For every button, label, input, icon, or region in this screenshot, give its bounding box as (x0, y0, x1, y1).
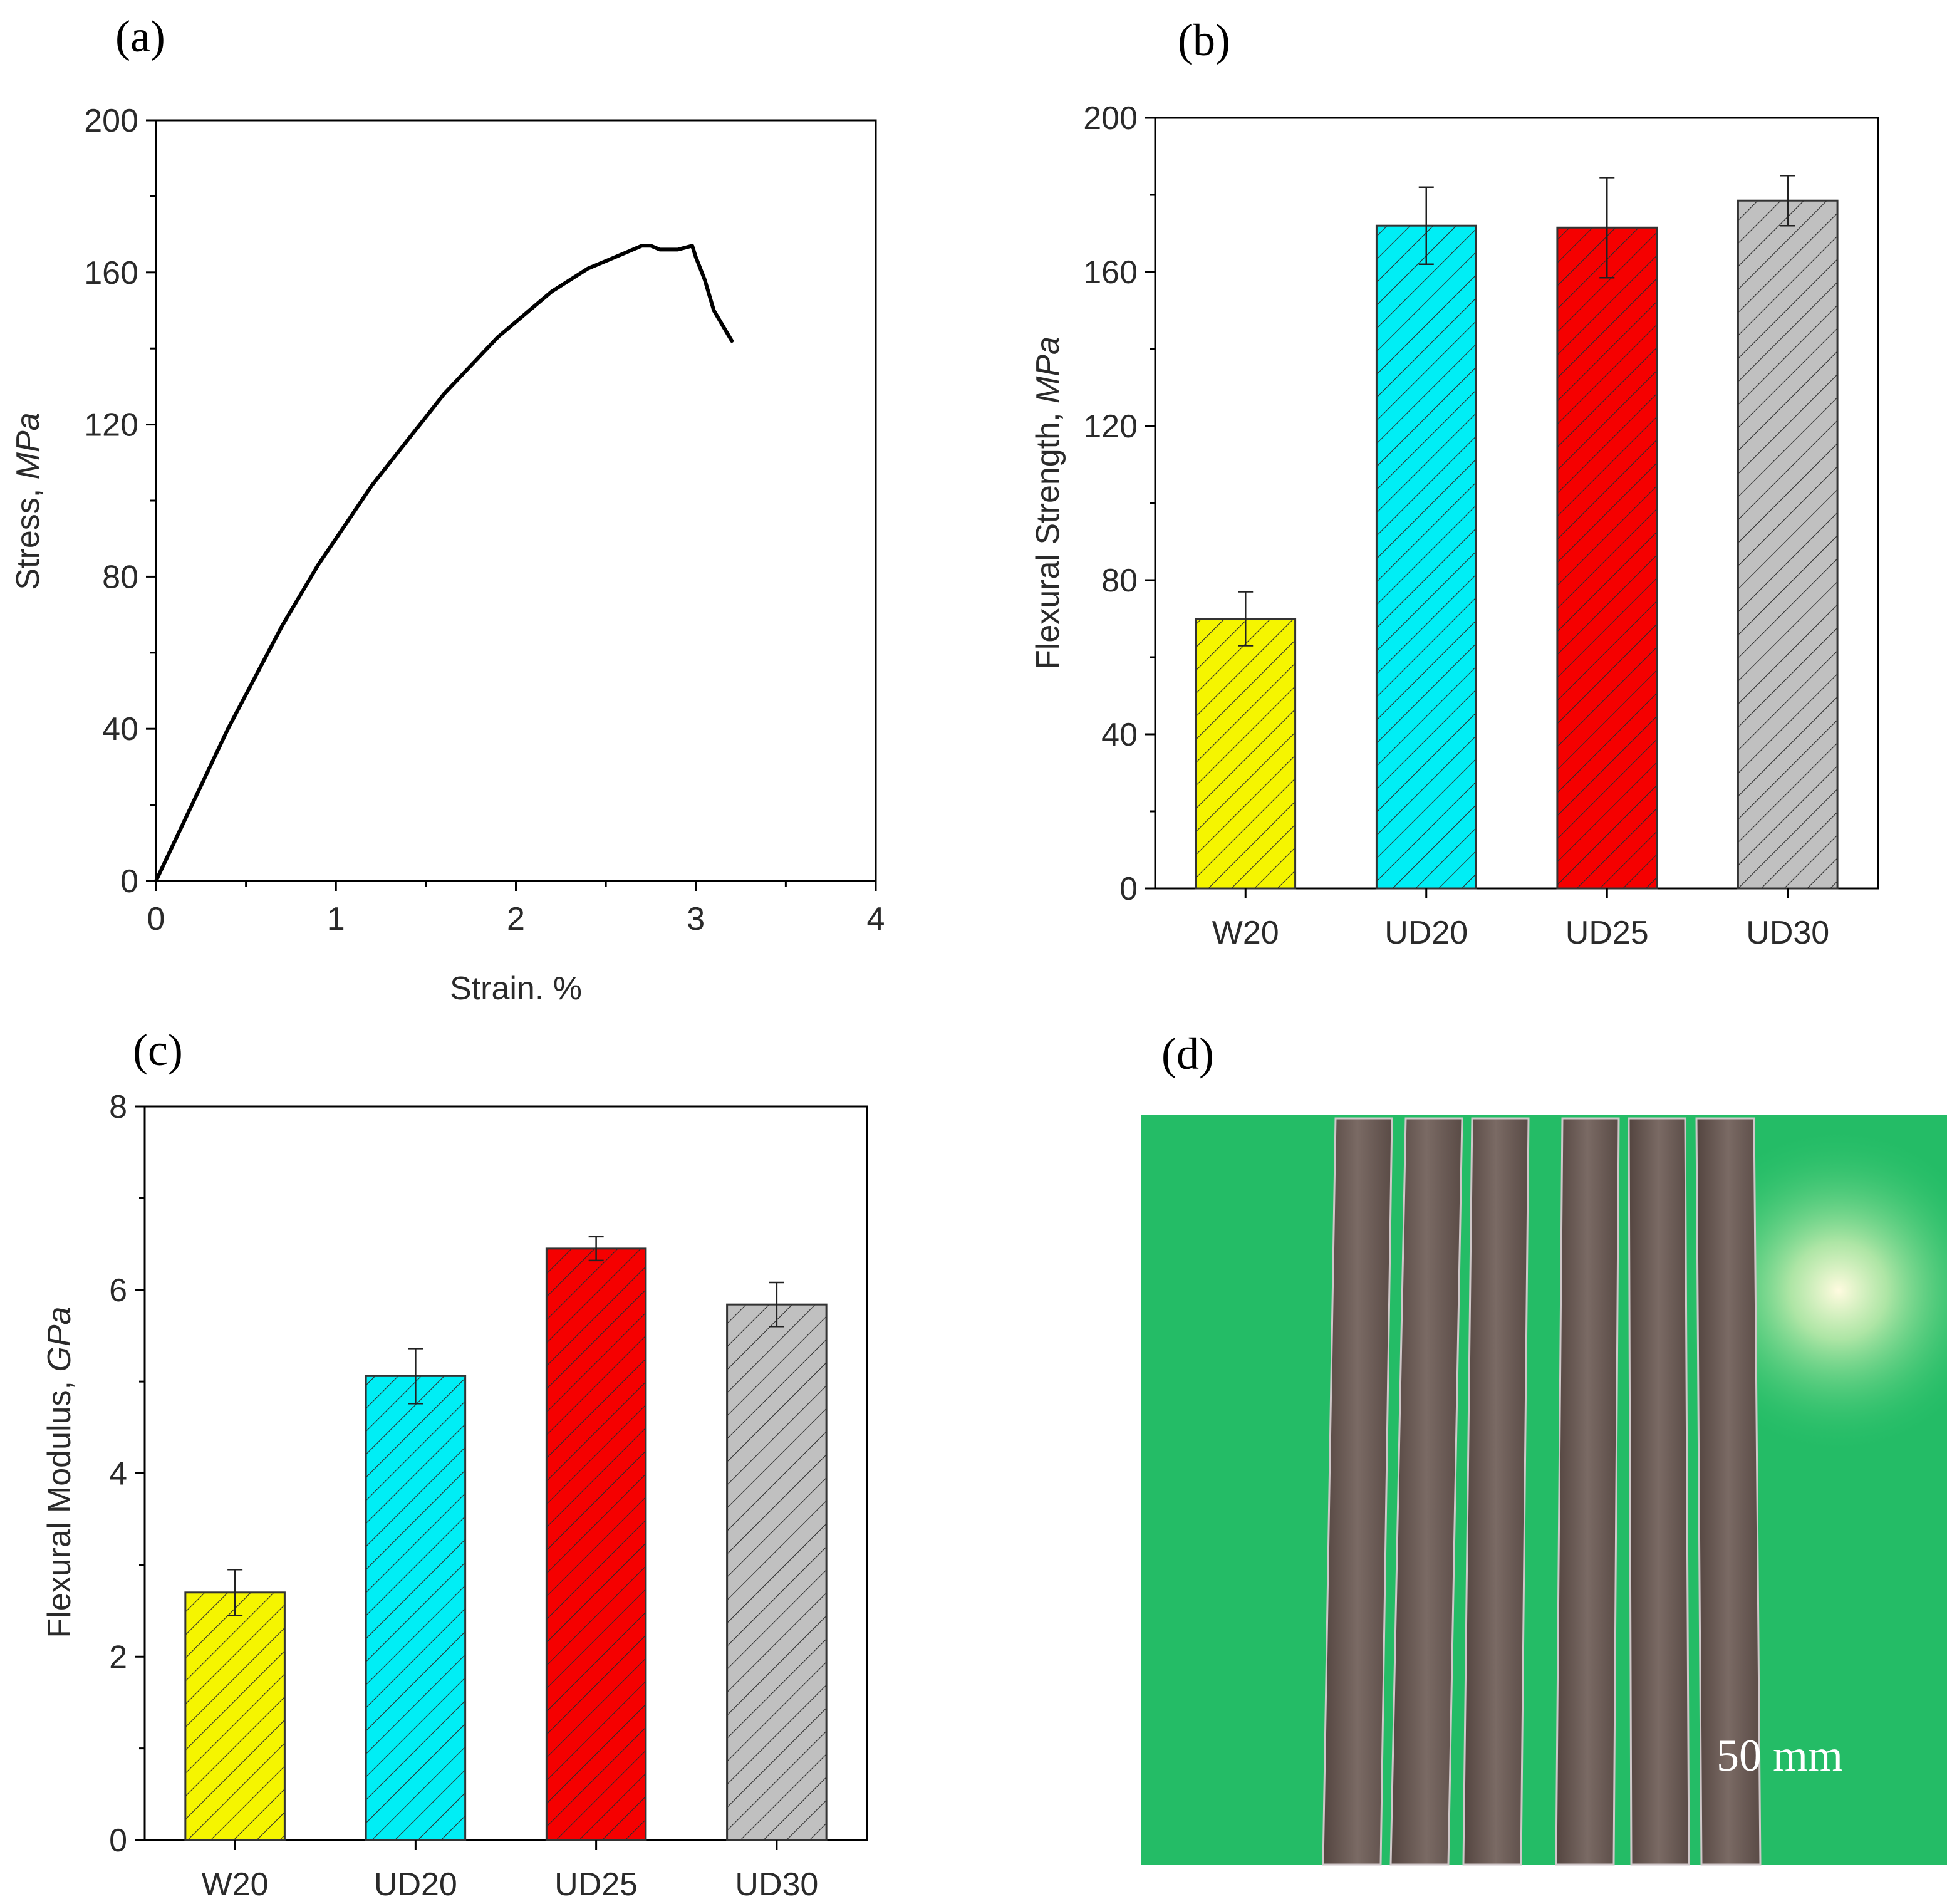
x-tick-label: 3 (687, 901, 705, 937)
x-tick-label: 2 (507, 901, 525, 937)
specimen-strip-3 (1463, 1118, 1529, 1865)
x-tick-label: 1 (327, 901, 345, 937)
specimen-strip-4 (1556, 1118, 1619, 1865)
x-tick-label-W20: W20 (202, 1866, 269, 1903)
y-tick-label: 8 (109, 1089, 127, 1125)
x-tick-label: 4 (867, 901, 885, 937)
specimen-strip-1 (1323, 1118, 1392, 1865)
y-tick-label: 40 (1101, 717, 1138, 753)
y-tick-label: 80 (102, 559, 138, 595)
bar-hatch-UD20 (366, 1376, 465, 1840)
y-axis-unit: GPa (41, 1307, 78, 1372)
y-tick-label: 120 (1083, 408, 1138, 445)
chart-stress-strain: 0 40 80 120 160 200 Stress, MPa 0 1 2 3 4 Strain. % (10, 103, 885, 1007)
y-tick-label: 80 (1101, 563, 1138, 599)
scale-label: 50 mm (1716, 1730, 1843, 1781)
y-tick-label: 40 (102, 711, 138, 747)
bar-hatch-UD30 (1738, 200, 1837, 888)
bar-hatch-UD20 (1376, 226, 1476, 888)
plot-frame (156, 120, 876, 881)
y-tick-label: 0 (120, 863, 138, 900)
y-tick-label: 200 (84, 103, 138, 139)
x-tick-label-UD25: UD25 (1565, 915, 1649, 951)
bar-hatch-W20 (185, 1593, 285, 1840)
panel-label-d: (d) (1161, 1029, 1214, 1079)
y-axis-title: Flexural Strength, MPa (1030, 336, 1066, 670)
y-axis-title: Stress, MPa (10, 412, 46, 590)
bar-hatch-UD25 (1557, 227, 1657, 888)
x-axis-title: Strain. % (450, 970, 582, 1007)
y-axis-unit: MPa (10, 412, 46, 479)
stress-strain-curve (156, 246, 732, 881)
panel-label-a: (a) (115, 11, 165, 61)
figure: (a) (b) (c) (d) 04080120160200Stress, MP… (0, 0, 1947, 1904)
y-axis-unit: MPa (1030, 336, 1066, 403)
y-tick-label: 120 (84, 407, 138, 444)
y-tick-label: 160 (1083, 254, 1138, 291)
panel-label-c: (c) (133, 1025, 183, 1075)
chart-flexural-strength: 0 40 80 120 160 200 Flexural Strength, MPa W20 U… (1030, 100, 1878, 951)
y-tick-label: 4 (109, 1456, 127, 1492)
y-tick-label: 0 (109, 1823, 127, 1859)
x-tick-label-UD30: UD30 (1746, 915, 1829, 951)
specimen-strip-5 (1629, 1118, 1689, 1865)
y-axis-title: Flexural Modulus, GPa (41, 1307, 78, 1638)
x-tick-label-UD20: UD20 (374, 1866, 457, 1903)
specimen-photo: 50 mm (1141, 1115, 1947, 1865)
y-tick-label: 160 (84, 255, 138, 291)
y-tick-label: 0 (1119, 871, 1138, 907)
chart-flexural-modulus: 0 2 4 6 8 Flexural Modulus, GPa W20 UD20 UD25 UD3… (41, 1089, 867, 1903)
x-tick-label-UD25: UD25 (554, 1866, 638, 1903)
x-tick-label: 0 (147, 901, 165, 937)
x-tick-label-UD30: UD30 (735, 1866, 818, 1903)
x-tick-label-UD20: UD20 (1384, 915, 1468, 951)
bar-hatch-UD30 (727, 1304, 827, 1840)
y-tick-label: 200 (1083, 100, 1138, 137)
panel-label-b: (b) (1178, 15, 1230, 65)
y-tick-label: 6 (109, 1272, 127, 1309)
bar-hatch-W20 (1196, 619, 1295, 889)
y-tick-label: 2 (109, 1639, 127, 1675)
bar-hatch-UD25 (546, 1249, 646, 1840)
x-tick-label-W20: W20 (1212, 915, 1279, 951)
